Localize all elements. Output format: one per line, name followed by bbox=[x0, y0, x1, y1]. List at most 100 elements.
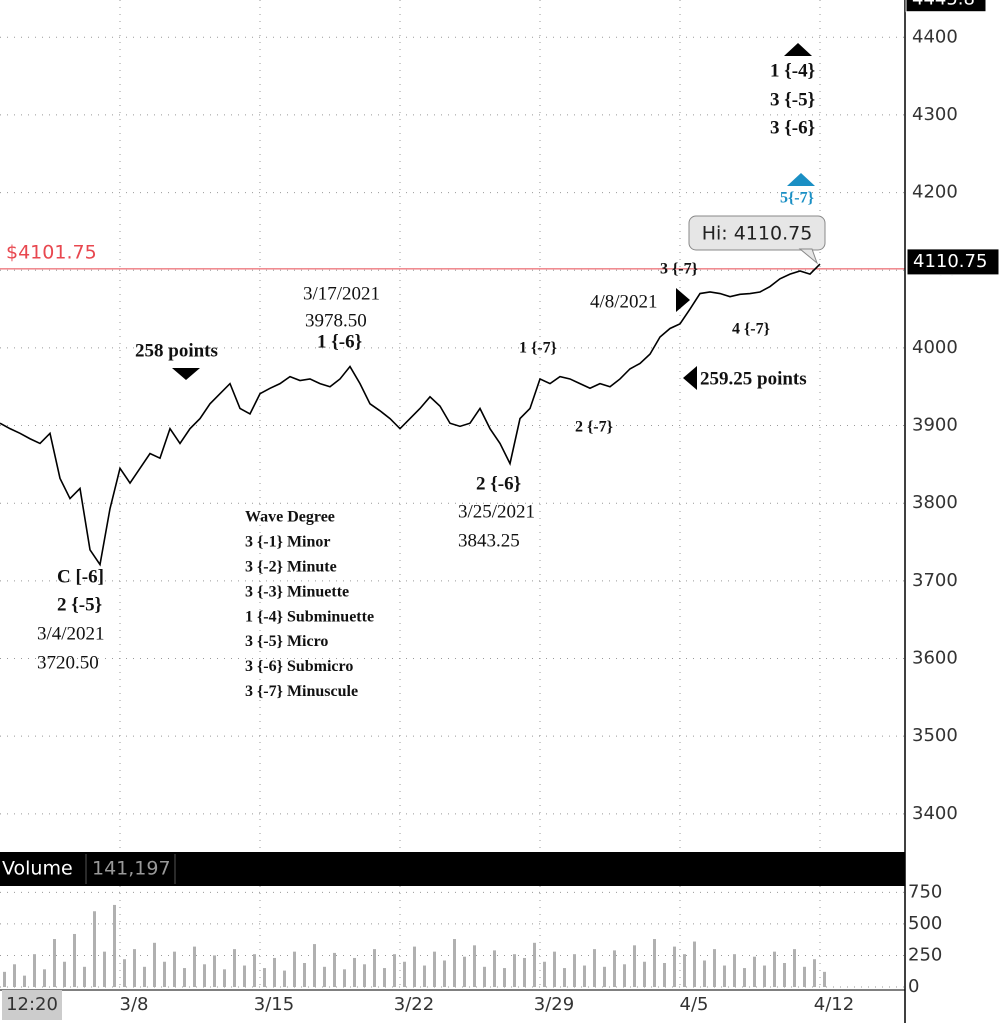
volume-bar bbox=[453, 939, 456, 987]
y-tick-label: 3900 bbox=[912, 415, 958, 436]
annotation: 2 {-5} bbox=[57, 594, 102, 615]
volume-bar bbox=[93, 911, 96, 987]
wave-degree-legend: Wave Degree 3 {-1} Minor 3 {-2} Minute 3 {-… bbox=[245, 509, 374, 700]
annotation: 2 {-6} bbox=[476, 473, 521, 494]
marker bbox=[784, 43, 812, 56]
volume-bar bbox=[823, 971, 826, 987]
volume-bar bbox=[523, 957, 526, 987]
price-line-label: $4101.75 bbox=[6, 241, 97, 263]
high-bubble-pointer bbox=[798, 248, 819, 265]
volume-bar bbox=[33, 954, 36, 987]
volume-bar bbox=[693, 941, 696, 987]
volume-bar bbox=[203, 964, 206, 987]
annotation: 2 {-7} bbox=[575, 419, 613, 436]
y-tick-label: 3500 bbox=[912, 725, 958, 746]
x-readout-box bbox=[2, 990, 62, 1020]
volume-tick-label: 0 bbox=[908, 976, 919, 997]
volume-bar bbox=[503, 968, 506, 987]
x-tick-label: 4/5 bbox=[680, 994, 709, 1015]
volume-bar bbox=[353, 957, 356, 987]
volume-bar bbox=[373, 949, 376, 987]
annotation: 3 {-5} bbox=[770, 89, 815, 110]
volume-bar bbox=[293, 951, 296, 987]
volume-bar bbox=[433, 951, 436, 987]
y-tick-label: 4400 bbox=[912, 26, 958, 47]
volume-bar bbox=[303, 963, 306, 987]
annotation: 3/4/2021 bbox=[37, 623, 105, 644]
volume-bar bbox=[463, 956, 466, 987]
volume-bar bbox=[633, 945, 636, 987]
volume-bar bbox=[593, 949, 596, 987]
volume-bar bbox=[333, 952, 336, 987]
volume-bar bbox=[543, 961, 546, 987]
x-tick-label: 3/15 bbox=[254, 994, 294, 1015]
volume-bar bbox=[603, 966, 606, 987]
volume-bar bbox=[313, 944, 316, 987]
volume-bar bbox=[243, 965, 246, 987]
volume-bar bbox=[283, 970, 286, 987]
volume-bar bbox=[423, 965, 426, 987]
volume-bar bbox=[773, 951, 776, 987]
marker bbox=[676, 288, 690, 312]
annotation: 1 {-6} bbox=[317, 331, 362, 352]
x-tick-label: 3/29 bbox=[534, 994, 574, 1015]
volume-bar bbox=[723, 965, 726, 987]
wave-degree-line: 3 {-7} Minuscule bbox=[245, 683, 358, 700]
volume-bar bbox=[533, 942, 536, 987]
volume-bar bbox=[73, 933, 76, 987]
volume-bar bbox=[573, 954, 576, 987]
annotation: 3843.25 bbox=[458, 530, 520, 551]
volume-bar bbox=[483, 966, 486, 987]
volume-bar bbox=[403, 961, 406, 987]
x-readout: 12:20 bbox=[6, 994, 58, 1015]
volume-bar bbox=[493, 950, 496, 987]
volume-bar bbox=[553, 951, 556, 987]
volume-tick-label: 500 bbox=[908, 913, 942, 934]
volume-bar bbox=[23, 975, 26, 987]
annotation: 258 points bbox=[135, 340, 218, 361]
volume-bar bbox=[193, 946, 196, 987]
volume-bar bbox=[513, 954, 516, 987]
volume-bar bbox=[113, 904, 116, 987]
wave-degree-line: 3 {-3} Minuette bbox=[245, 583, 349, 600]
wave-degree-line: 3 {-1} Minor bbox=[245, 534, 330, 551]
volume-bar bbox=[813, 959, 816, 987]
volume-bar bbox=[53, 939, 56, 987]
volume-bar bbox=[713, 949, 716, 987]
volume-bar bbox=[183, 968, 186, 987]
annotation: 5{-7} bbox=[780, 190, 814, 207]
volume-bar bbox=[563, 968, 566, 987]
wave-degree-line: 3 {-6} Submicro bbox=[245, 658, 353, 675]
wave-degree-line: Wave Degree bbox=[245, 509, 335, 526]
annotation: 3 {-6} bbox=[770, 117, 815, 138]
annotation: 3978.50 bbox=[305, 310, 367, 331]
volume-bar bbox=[673, 946, 676, 987]
volume-bar bbox=[663, 963, 666, 987]
volume-bar bbox=[793, 949, 796, 987]
volume-bar bbox=[363, 964, 366, 987]
annotation: 3 {-7} bbox=[660, 261, 698, 278]
volume-header bbox=[0, 852, 905, 886]
marker bbox=[787, 173, 815, 186]
volume-bar bbox=[653, 939, 656, 987]
volume-bar bbox=[223, 969, 226, 987]
annotation: 259.25 points bbox=[700, 368, 807, 389]
volume-bar bbox=[343, 969, 346, 987]
volume-tick-label: 750 bbox=[908, 881, 942, 902]
annotation: 3/25/2021 bbox=[458, 501, 535, 522]
volume-bar bbox=[253, 954, 256, 987]
volume-bar bbox=[63, 961, 66, 987]
annotation: 1 {-7} bbox=[519, 340, 557, 357]
top-label-box bbox=[905, 0, 987, 13]
volume-bar bbox=[703, 960, 706, 987]
annotation: 4 {-7} bbox=[732, 321, 770, 338]
volume-readout: 141,197 bbox=[92, 858, 171, 880]
volume-bar bbox=[213, 955, 216, 987]
volume-bar bbox=[393, 954, 396, 987]
y-tick-label: 3800 bbox=[912, 492, 958, 513]
y-tick-label: 3600 bbox=[912, 648, 958, 669]
x-tick-label: 4/12 bbox=[814, 994, 854, 1015]
volume-bar bbox=[383, 968, 386, 987]
